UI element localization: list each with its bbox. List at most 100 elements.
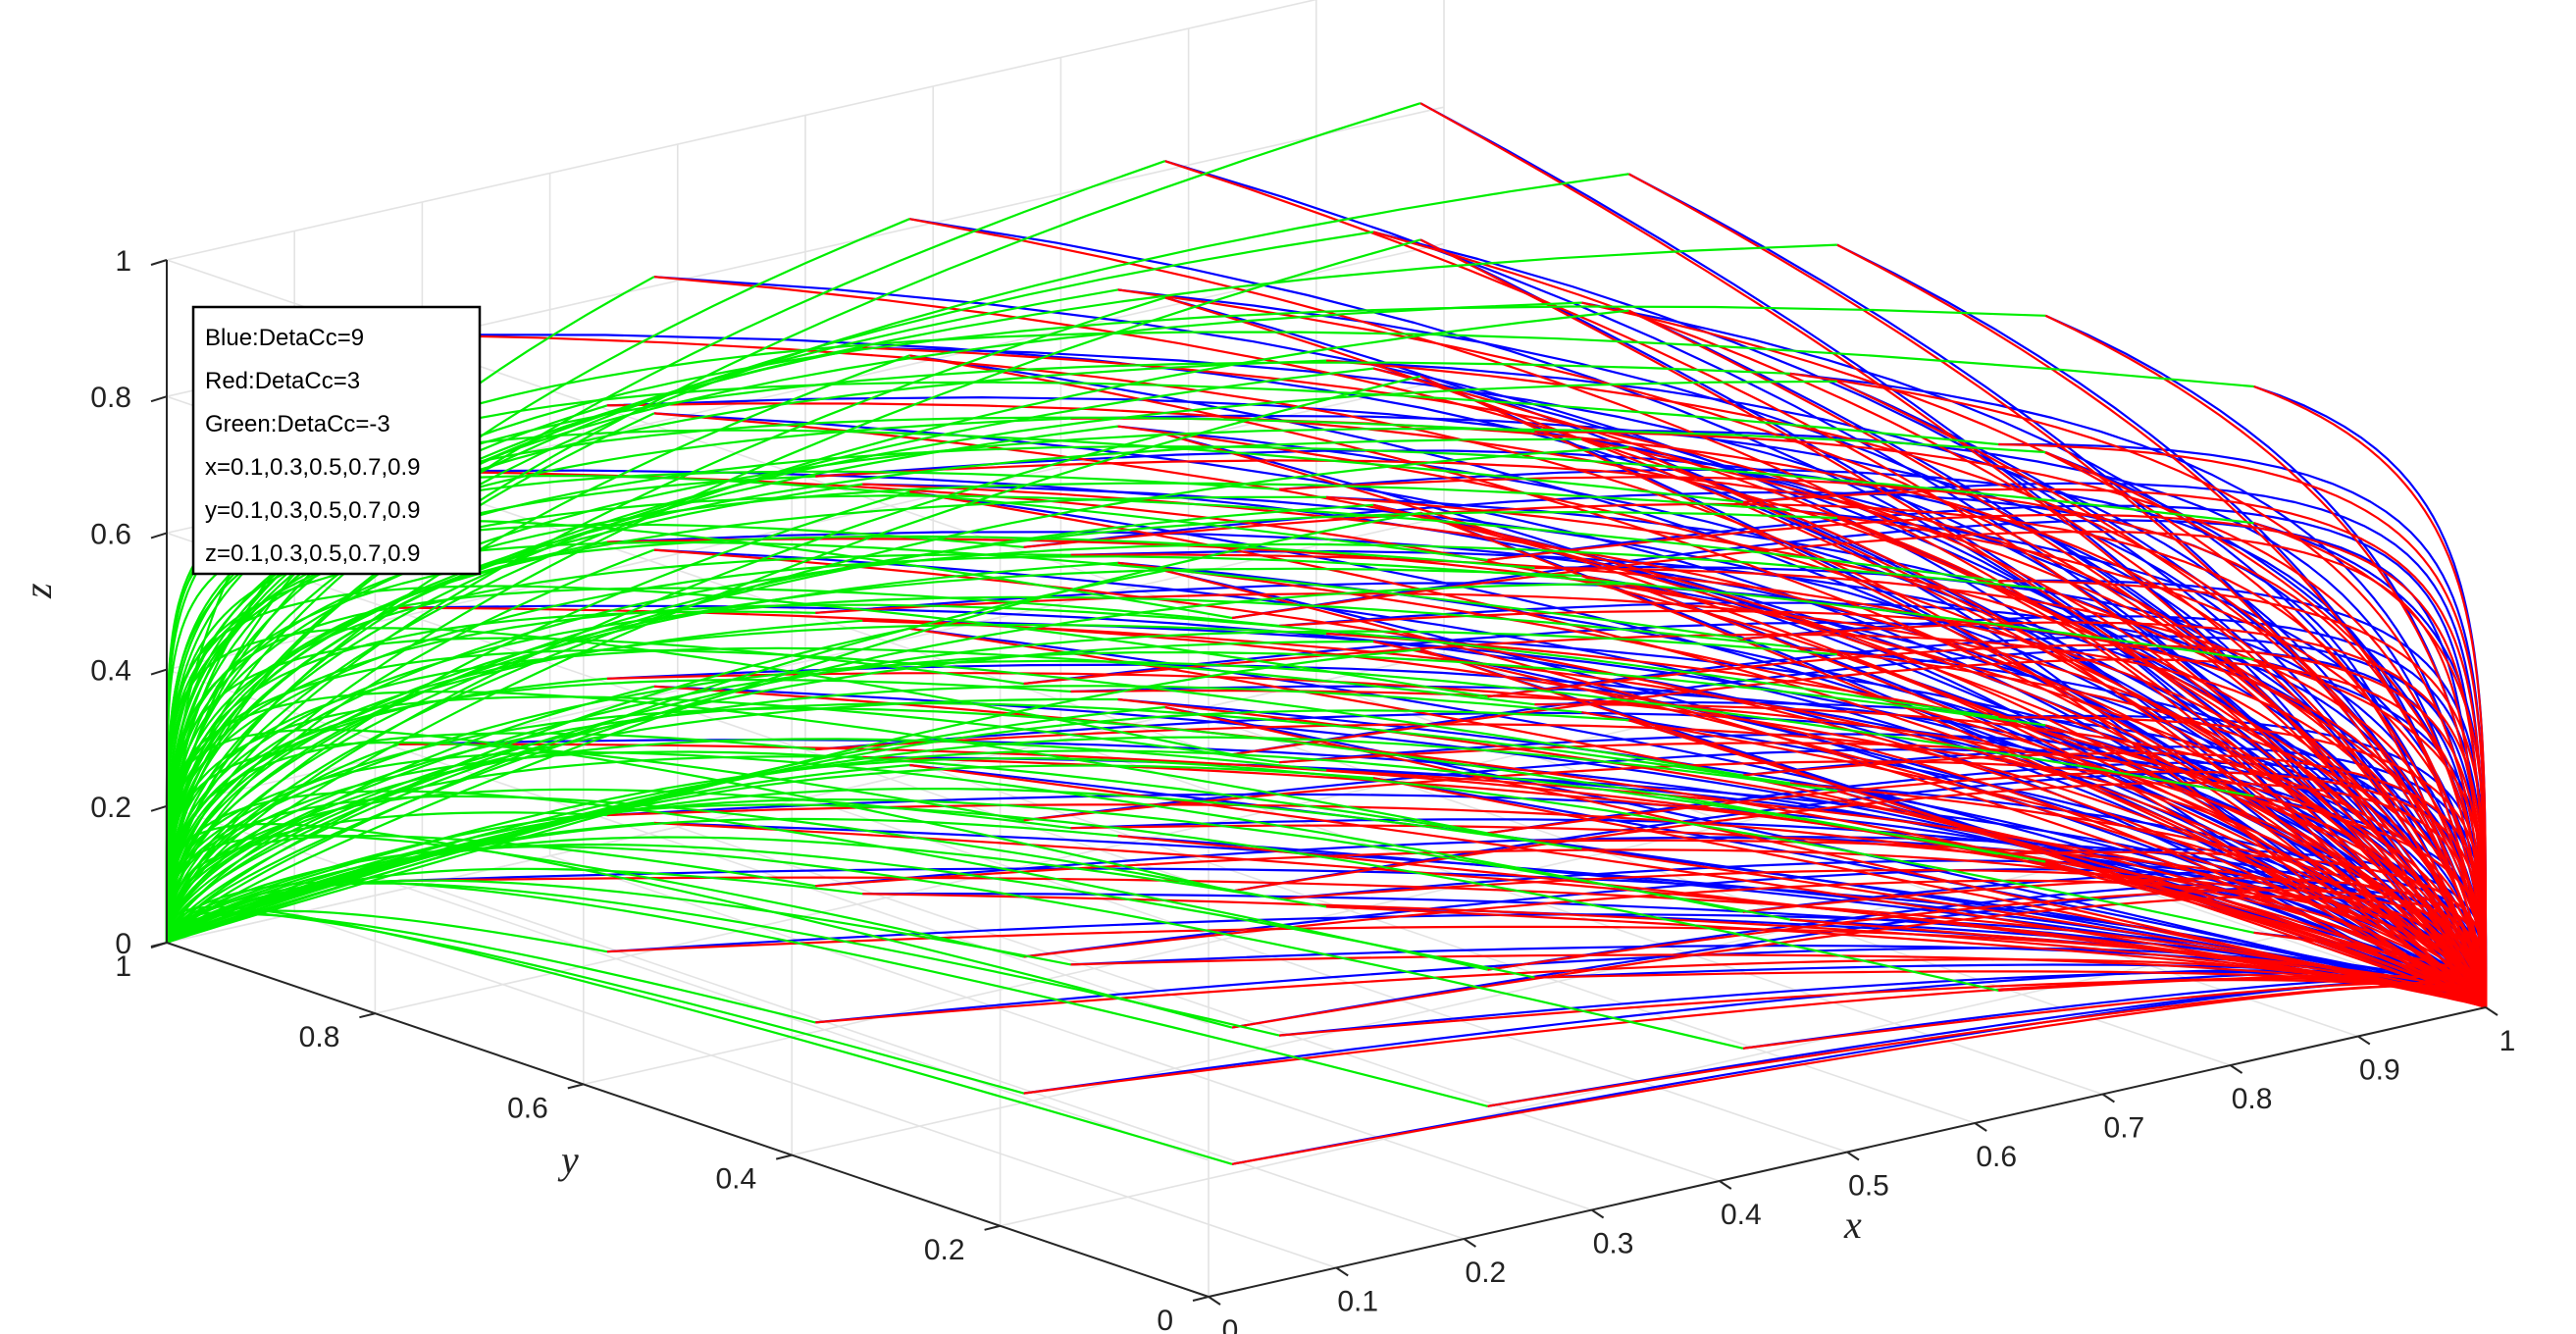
x-tick-mark bbox=[1974, 1122, 1987, 1132]
legend-entry-z-initial: z=0.1,0.3,0.5,0.7,0.9 bbox=[205, 540, 421, 567]
trajectory-curve bbox=[165, 659, 2254, 944]
legend-entry-y-initial: y=0.1,0.3,0.5,0.7,0.9 bbox=[205, 497, 421, 524]
x-tick-mark bbox=[2230, 1064, 2243, 1074]
trajectory-curve bbox=[1628, 719, 2488, 1009]
trajectory-curve bbox=[165, 836, 1327, 944]
tick-labels: 00.10.20.30.40.50.60.70.80.9100.20.40.60… bbox=[90, 245, 2515, 1334]
x-tick-label: 0.2 bbox=[1466, 1257, 1507, 1289]
legend-entry-x-initial: x=0.1,0.3,0.5,0.7,0.9 bbox=[205, 454, 421, 481]
trajectory-curve bbox=[165, 582, 1629, 944]
z-tick-mark bbox=[150, 259, 168, 266]
z-tick-label: 0.6 bbox=[90, 518, 131, 550]
y-tick-label: 1 bbox=[115, 950, 131, 983]
x-tick-label: 0.4 bbox=[1721, 1199, 1762, 1231]
z-tick-mark bbox=[150, 668, 168, 676]
trajectory-curve bbox=[165, 375, 1421, 944]
y-tick-mark bbox=[1192, 1296, 1210, 1302]
gridline bbox=[792, 864, 2070, 1156]
y-tick-mark bbox=[775, 1154, 793, 1160]
y-tick-label: 0.4 bbox=[715, 1163, 756, 1196]
trajectory-curve bbox=[2044, 314, 2488, 1007]
legend: Blue:DetaCc=9 Red:DetaCc=3 Green:DetaCc=… bbox=[191, 305, 482, 576]
y-tick-label: 0 bbox=[1157, 1305, 1173, 1334]
gridline bbox=[677, 826, 1721, 1182]
series-1 bbox=[398, 102, 2488, 1165]
x-tick-mark bbox=[1463, 1238, 1476, 1248]
legend-box bbox=[191, 305, 482, 576]
trajectory-curve bbox=[1164, 569, 2487, 1008]
axes bbox=[150, 259, 2499, 1306]
x-tick-mark bbox=[2357, 1035, 2371, 1046]
trajectory-curve bbox=[165, 650, 2046, 944]
z-tick-mark bbox=[150, 395, 168, 403]
z-tick-mark bbox=[150, 804, 168, 812]
y-tick-label: 0.2 bbox=[924, 1234, 965, 1266]
x-tick-mark bbox=[2485, 1006, 2499, 1016]
trajectory-curve bbox=[1487, 980, 2488, 1107]
trajectory-curve bbox=[1836, 243, 2488, 1007]
trajectory-curve bbox=[166, 787, 1582, 944]
y-axis-label: y bbox=[557, 1138, 579, 1182]
trajectory-curve bbox=[165, 749, 2046, 944]
gridline bbox=[166, 0, 1318, 261]
x-tick-mark bbox=[1208, 1296, 1221, 1306]
trajectory-curve bbox=[166, 736, 1837, 944]
trajectory-curve bbox=[165, 697, 1118, 944]
trajectory-curve bbox=[165, 685, 1582, 943]
y-tick-label: 0.8 bbox=[299, 1021, 340, 1053]
y-tick-mark bbox=[359, 1012, 376, 1019]
legend-entry-green: Green:DetaCc=-3 bbox=[205, 411, 390, 437]
x-tick-label: 0.8 bbox=[2232, 1083, 2273, 1115]
x-tick-mark bbox=[1591, 1208, 1605, 1219]
trajectory-curve bbox=[165, 238, 1421, 944]
trajectory-curve bbox=[165, 511, 1421, 944]
trajectory-curve bbox=[2253, 385, 2488, 1007]
x-tick-mark bbox=[1846, 1151, 1860, 1161]
x-tick-label: 0.3 bbox=[1593, 1228, 1634, 1260]
trajectory-curve bbox=[1231, 658, 2488, 1008]
trajectory-curve bbox=[1419, 647, 2488, 1009]
gridline bbox=[549, 854, 1592, 1211]
legend-entry-red: Red:DetaCc=3 bbox=[205, 368, 360, 394]
trajectory-curve bbox=[165, 445, 1629, 943]
z-tick-label: 1 bbox=[115, 245, 131, 278]
gridline bbox=[583, 794, 1861, 1086]
gridline bbox=[166, 516, 1445, 807]
x-tick-mark bbox=[1719, 1180, 1732, 1190]
z-tick-label: 0 bbox=[115, 928, 131, 960]
x-tick-label: 0 bbox=[1222, 1314, 1239, 1334]
x-tick-label: 0.1 bbox=[1337, 1286, 1378, 1318]
trajectory-curve bbox=[166, 709, 1629, 944]
x-axis-label: x bbox=[1843, 1203, 1862, 1247]
trajectory-curves bbox=[165, 102, 2488, 1165]
y-tick-mark bbox=[984, 1224, 1001, 1231]
z-tick-label: 0.4 bbox=[90, 655, 131, 688]
z-tick-label: 0.2 bbox=[90, 792, 131, 824]
trajectory-curve bbox=[165, 630, 1837, 944]
trajectory-curve bbox=[165, 640, 1374, 944]
y-tick-mark bbox=[567, 1083, 585, 1090]
z-tick-mark bbox=[150, 532, 168, 539]
x-tick-label: 0.5 bbox=[1848, 1170, 1889, 1203]
trajectory-curve bbox=[165, 569, 1165, 944]
y-axis-line bbox=[166, 942, 1210, 1298]
z-tick-mark bbox=[150, 942, 168, 949]
trajectory-curve bbox=[165, 797, 1791, 944]
gridline bbox=[293, 912, 1337, 1269]
legend-entry-blue: Blue:DetaCc=9 bbox=[205, 325, 364, 351]
trajectory-curve bbox=[166, 647, 1421, 945]
x-tick-label: 0.9 bbox=[2359, 1054, 2400, 1087]
x-tick-label: 0.6 bbox=[1976, 1141, 2017, 1173]
z-tick-label: 0.8 bbox=[90, 382, 131, 414]
y-tick-label: 0.6 bbox=[507, 1092, 548, 1124]
trajectory-curve bbox=[1231, 980, 2488, 1165]
z-axis-label: z bbox=[16, 583, 60, 599]
trajectory-curve bbox=[165, 756, 2254, 944]
trajectory-curve bbox=[1419, 102, 2488, 1009]
trajectory-curve bbox=[1627, 173, 2488, 1008]
x-tick-label: 0.7 bbox=[2104, 1112, 2145, 1145]
x-tick-label: 1 bbox=[2499, 1025, 2516, 1057]
gridline bbox=[422, 884, 1465, 1240]
x-tick-mark bbox=[2101, 1093, 2115, 1103]
